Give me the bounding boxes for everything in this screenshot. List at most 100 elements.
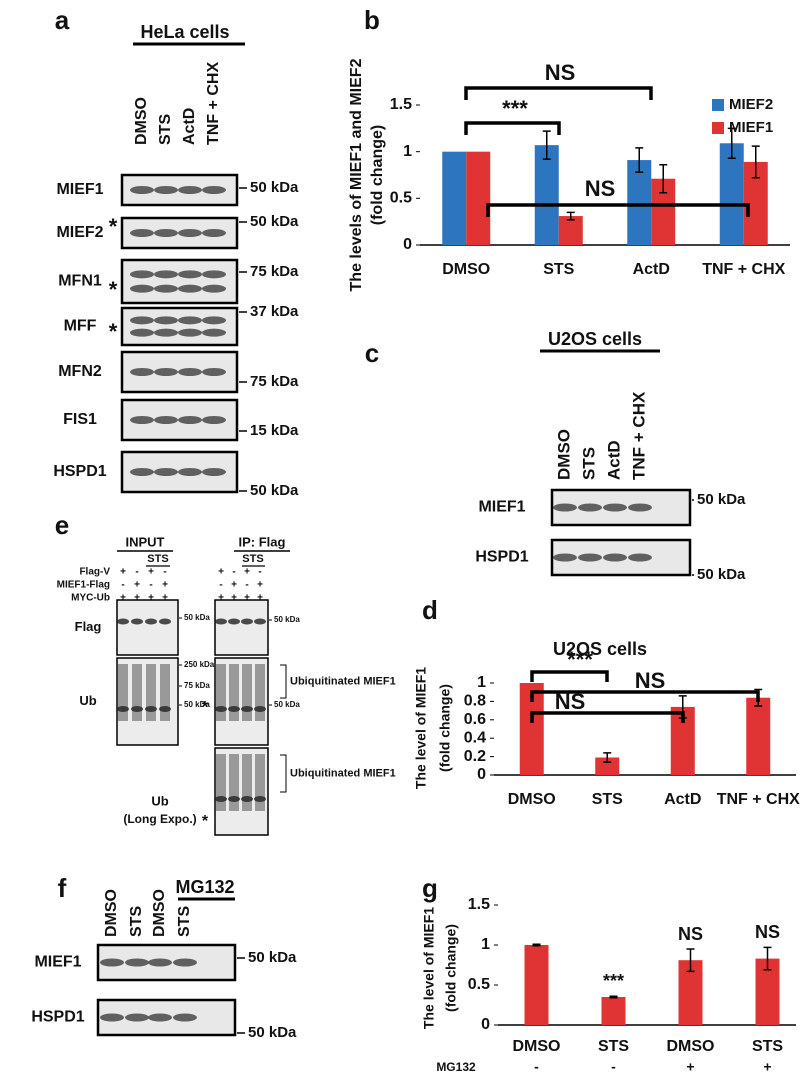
treatment-sign: - (611, 1059, 616, 1075)
x-tick-label: ActD (633, 261, 670, 278)
row-label: FIS1 (63, 411, 97, 428)
sign: + (120, 593, 126, 604)
row-label: HSPD1 (475, 549, 528, 566)
band (131, 618, 143, 625)
smear (242, 754, 252, 811)
sign: + (162, 593, 168, 604)
x-tick-label: STS (543, 261, 574, 278)
y-tick-label: 0 (403, 236, 412, 253)
row-label: MFN1 (58, 273, 102, 290)
band (130, 229, 154, 237)
y-axis-label: The levels of MIEF1 and MIEF2 (348, 58, 365, 291)
bracket-label: Ubiquitinated MIEF1 (290, 675, 396, 687)
sign: + (257, 580, 263, 591)
sign: - (121, 580, 124, 591)
lane-label: TNF + CHX (629, 391, 648, 480)
sign: - (232, 567, 235, 578)
marker-label: 75 kDa (184, 681, 210, 690)
lane-label: STS (579, 447, 598, 480)
sign: - (149, 580, 152, 591)
condition-label: Flag-V (79, 567, 110, 578)
x-tick-label: DMSO (513, 1038, 561, 1055)
band (145, 618, 157, 625)
band (178, 328, 202, 337)
band (215, 618, 227, 625)
band (202, 229, 226, 237)
band (125, 958, 149, 967)
error-bar (603, 752, 612, 763)
error-bar (635, 147, 644, 173)
y-tick-label: 0.6 (464, 711, 486, 728)
y-tick-label: 1 (403, 143, 412, 160)
band (202, 270, 226, 279)
band (553, 553, 577, 562)
asterisk: * (202, 699, 209, 716)
bar (746, 697, 771, 775)
legend-label: MIEF1 (729, 119, 773, 136)
row-label: MFF (64, 318, 97, 335)
band (100, 1013, 124, 1022)
bar (442, 151, 467, 245)
row-label: HSPD1 (31, 1009, 84, 1026)
band (130, 368, 154, 376)
band (553, 503, 577, 512)
band (178, 284, 202, 293)
sign: - (135, 567, 138, 578)
sign: + (148, 567, 154, 578)
panel-label: f (58, 873, 67, 903)
treatment-sign: + (686, 1059, 694, 1075)
error-bar (686, 948, 695, 973)
lane-label: TNF + CHX (205, 62, 222, 145)
error-bar (763, 946, 772, 971)
x-tick-label: ActD (664, 791, 701, 808)
bar (534, 145, 559, 245)
significance: *** (502, 96, 528, 121)
band (254, 706, 266, 712)
legend-swatch (712, 122, 724, 134)
marker-label: 50 kDa (250, 213, 299, 230)
band (154, 368, 178, 376)
band (154, 186, 178, 194)
bracket (280, 754, 287, 793)
bar (627, 160, 652, 245)
band (241, 706, 253, 712)
error-bar (566, 211, 575, 221)
panel-label: b (364, 5, 380, 35)
smear (255, 754, 265, 811)
marker-label: 50 kDa (184, 700, 210, 709)
marker-label: 75 kDa (250, 373, 299, 390)
lane-label: ActD (181, 108, 198, 145)
y-tick-label: 1.5 (390, 96, 412, 113)
bracket (280, 664, 287, 699)
condition-label: MIEF1-Flag (57, 580, 110, 591)
row-label: Ub (151, 793, 168, 808)
band (100, 958, 124, 967)
marker-label: 50 kDa (250, 482, 299, 499)
marker-label: 50 kDa (274, 700, 300, 709)
treatment: STS (242, 553, 263, 565)
y-tick-label: 0.8 (464, 693, 486, 710)
marker-label: 50 kDa (274, 615, 300, 624)
blot-box (120, 258, 239, 305)
band (228, 706, 240, 712)
sign: - (219, 580, 222, 591)
sign: - (245, 580, 248, 591)
sign: - (258, 567, 261, 578)
treatment-label: MG132 (436, 1060, 476, 1074)
y-tick-label: 0.5 (468, 976, 490, 993)
band (130, 186, 154, 194)
asterisk: * (109, 277, 118, 302)
lane-label: ActD (604, 440, 623, 480)
panel-label: d (422, 595, 438, 625)
significance-bracket (530, 711, 685, 723)
x-tick-label: STS (598, 1038, 629, 1055)
band (130, 270, 154, 279)
legend-label: MIEF2 (729, 96, 773, 113)
band (178, 468, 202, 476)
row-label: Flag (75, 619, 102, 634)
bar (719, 143, 744, 245)
error-bar (751, 145, 760, 179)
smear (216, 754, 226, 811)
x-tick-label: DMSO (508, 791, 556, 808)
legend-swatch (712, 99, 724, 111)
